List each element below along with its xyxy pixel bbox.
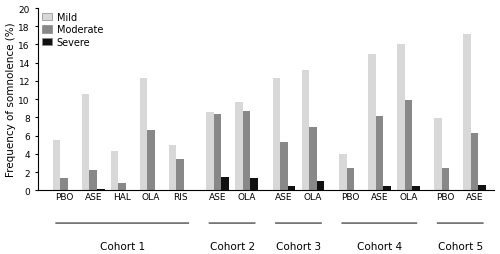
Bar — [280, 142, 287, 190]
Bar — [464, 35, 471, 190]
Text: Cohort 2: Cohort 2 — [210, 241, 254, 251]
Bar — [442, 169, 450, 190]
Text: Cohort 4: Cohort 4 — [357, 241, 402, 251]
Bar — [169, 145, 176, 190]
Legend: Mild, Moderate, Severe: Mild, Moderate, Severe — [40, 11, 105, 50]
Bar — [90, 170, 97, 190]
Bar — [339, 154, 346, 190]
Bar — [383, 186, 390, 190]
Bar — [206, 113, 214, 190]
Bar — [368, 54, 376, 190]
Bar — [222, 177, 229, 190]
Y-axis label: Frequency of somnolence (%): Frequency of somnolence (%) — [6, 23, 16, 177]
Bar — [404, 101, 412, 190]
Text: Cohort 3: Cohort 3 — [276, 241, 321, 251]
Bar — [434, 119, 442, 190]
Bar — [118, 183, 126, 190]
Bar — [82, 94, 90, 190]
Bar — [288, 186, 296, 190]
Bar — [53, 141, 60, 190]
Bar — [176, 160, 184, 190]
Bar — [148, 131, 155, 190]
Bar — [235, 102, 243, 190]
Bar — [272, 79, 280, 190]
Bar — [478, 185, 486, 190]
Text: Cohort 1: Cohort 1 — [100, 241, 145, 251]
Bar — [346, 169, 354, 190]
Bar — [214, 114, 222, 190]
Bar — [397, 45, 404, 190]
Bar — [111, 151, 118, 190]
Bar — [316, 181, 324, 190]
Bar — [140, 79, 147, 190]
Bar — [97, 189, 104, 190]
Bar — [250, 179, 258, 190]
Bar — [309, 128, 316, 190]
Bar — [302, 71, 309, 190]
Bar — [243, 112, 250, 190]
Bar — [471, 133, 478, 190]
Text: Cohort 5: Cohort 5 — [438, 241, 483, 251]
Bar — [376, 116, 383, 190]
Bar — [412, 186, 420, 190]
Bar — [60, 179, 68, 190]
